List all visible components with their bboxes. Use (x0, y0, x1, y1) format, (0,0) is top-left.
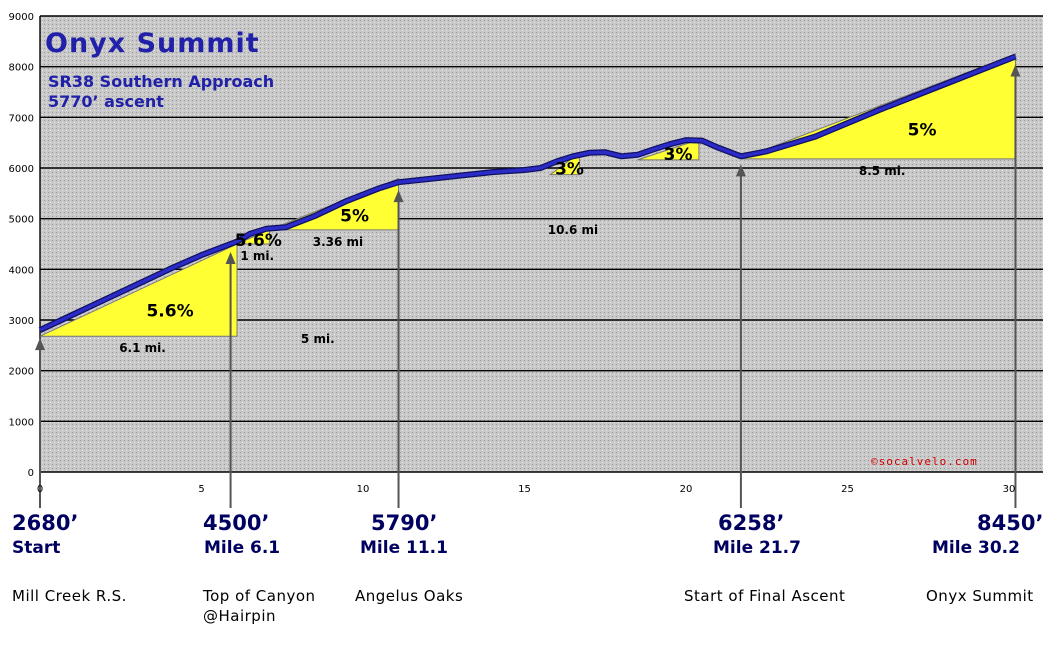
x-tick-label-0: 0 (37, 484, 43, 495)
distance-label-2: 3.36 mi (313, 235, 363, 249)
marker-arrow-head-2 (393, 190, 404, 203)
distance-label-0: 6.1 mi. (119, 341, 166, 355)
marker-place-0: Mill Creek R.S. (12, 587, 127, 605)
segment-label-1: 10.6 mi (548, 223, 598, 237)
y-tick-label-3000: 3000 (9, 316, 34, 327)
grade-label-0: 5.6% (146, 301, 193, 321)
y-tick-label-8000: 8000 (9, 63, 34, 74)
copyright-text: ©socalvelo.com (871, 455, 978, 468)
marker-mile-4: Mile 30.2 (932, 538, 1020, 558)
marker-arrow-head-4 (1010, 64, 1021, 77)
marker-place-2: Angelus Oaks (355, 587, 464, 605)
grade-triangle-3 (548, 151, 580, 176)
grade-label-3: 3% (555, 159, 584, 179)
marker-elevation-1: 4500’ (203, 511, 270, 535)
grade-triangle-0 (39, 243, 238, 337)
marker-elevation-2: 5790’ (371, 511, 438, 535)
x-tick-label-15: 15 (518, 484, 531, 495)
axis-ticks: 0 1000 2000 3000 4000 5000 6000 7000 8000 9000 0 5 1… (9, 12, 1016, 495)
marker-place-4: Onyx Summit (926, 587, 1034, 605)
marker-elevation-3: 6258’ (718, 511, 785, 535)
marker-arrows (35, 64, 1021, 508)
grade-label-4: 3% (664, 145, 693, 165)
marker-place-1: Top of Canyon (203, 587, 316, 605)
y-tick-label-0: 0 (28, 468, 34, 479)
y-tick-label-1000: 1000 (9, 417, 34, 428)
grade-label-2: 5% (340, 206, 369, 226)
grade-labels: 5.6%6.1 mi.5.6%1 mi.5%3.36 mi3%3%5%8.5 m… (119, 121, 936, 356)
distance-label-5: 8.5 mi. (859, 164, 906, 178)
marker-elevation-4: 8450’ (977, 511, 1043, 535)
elevation-line-series (39, 54, 1017, 332)
y-tick-label-9000: 9000 (9, 12, 34, 23)
marker-mile-0: Start (12, 538, 61, 558)
marker-mile-1: Mile 6.1 (204, 538, 281, 558)
chart-subtitle: SR38 Southern Approach (48, 72, 274, 91)
marker-mile-2: Mile 11.1 (360, 538, 448, 558)
marker-place-line2-1: @Hairpin (203, 607, 277, 625)
y-tick-label-4000: 4000 (9, 265, 34, 276)
marker-arrow-head-3 (735, 164, 746, 177)
x-tick-label-25: 25 (841, 484, 854, 495)
y-tick-label-5000: 5000 (9, 215, 34, 226)
grade-label-5: 5% (908, 121, 937, 141)
marker-place-3: Start of Final Ascent (684, 587, 846, 605)
elevation-line (38, 53, 1017, 333)
marker-mile-3: Mile 21.7 (713, 538, 801, 558)
grade-triangles (39, 53, 1016, 337)
marker-elevation-0: 2680’ (12, 511, 79, 535)
distance-label-1: 1 mi. (240, 249, 274, 263)
x-tick-label-5: 5 (198, 484, 204, 495)
segment-label-0: 5 mi. (301, 332, 335, 346)
x-tick-label-30: 30 (1003, 484, 1016, 495)
chart-subtitle-ascent: 5770’ ascent (48, 92, 164, 111)
x-tick-label-20: 20 (680, 484, 693, 495)
marker-arrow-head-0 (35, 338, 45, 351)
plot-area (40, 16, 1043, 472)
y-tick-label-7000: 7000 (9, 113, 34, 124)
grade-triangle-4 (637, 138, 700, 161)
y-tick-label-2000: 2000 (9, 367, 34, 378)
marker-arrow-head-1 (225, 251, 236, 264)
x-tick-label-10: 10 (357, 484, 370, 495)
chart-title: Onyx Summit (45, 28, 260, 59)
grade-label-1: 5.6% (235, 231, 282, 251)
y-tick-label-6000: 6000 (9, 164, 34, 175)
